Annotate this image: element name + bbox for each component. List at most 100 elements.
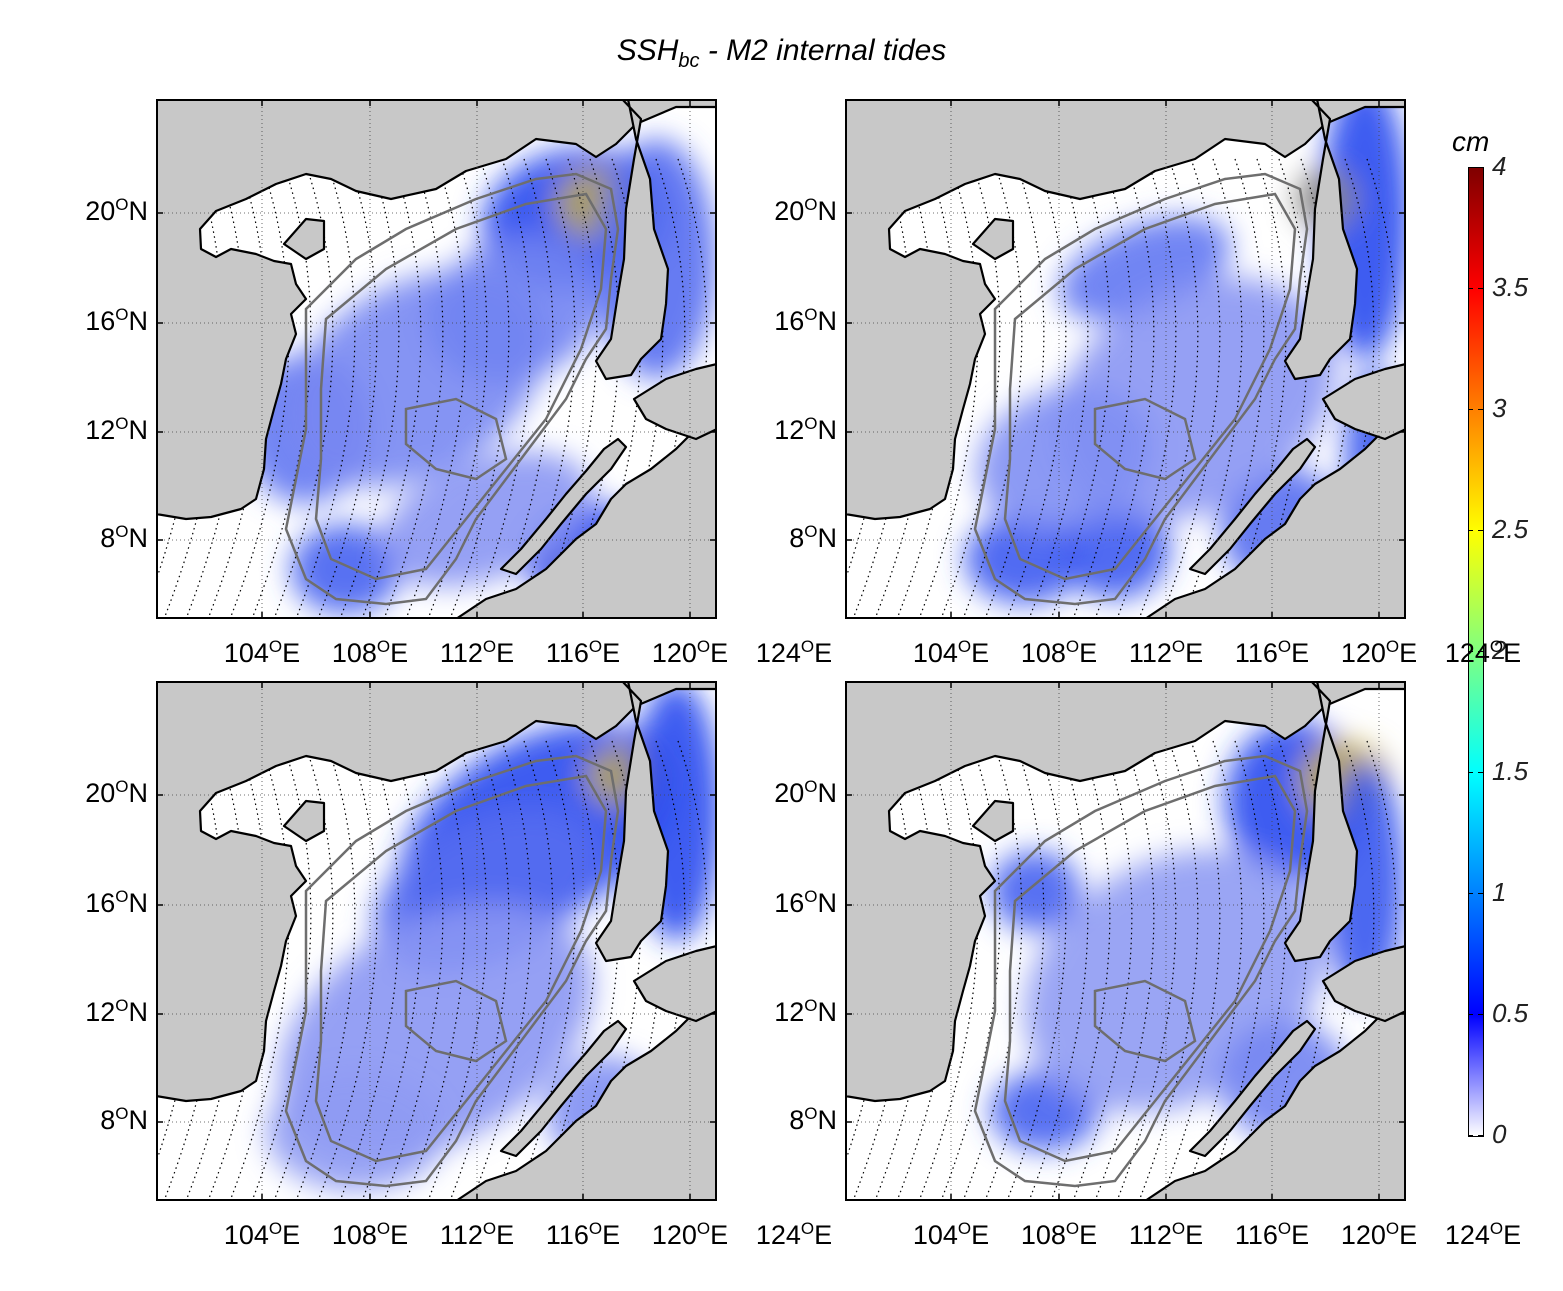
colorbar-tick-label: 3.5 <box>1492 272 1529 302</box>
lon-tick-label: 108OE <box>1020 1219 1098 1250</box>
landmass <box>156 99 717 521</box>
map-svg-bottom-left <box>156 681 717 1201</box>
landmass <box>282 217 326 261</box>
land <box>156 99 717 619</box>
lon-tick-label: 108OE <box>331 637 409 668</box>
isobath-contour <box>284 172 620 606</box>
map-panel-top-left <box>156 99 717 619</box>
lat-tick-label: 12ON <box>774 414 837 445</box>
lat-tick-label: 16ON <box>85 305 148 336</box>
lon-tick-label: 112OE <box>1128 637 1204 668</box>
colorbar-tick-label: 0.5 <box>1492 998 1529 1028</box>
lon-tick-label: 108OE <box>1020 637 1098 668</box>
lat-tick-label: 12ON <box>774 996 837 1027</box>
colorbar-tickmark <box>1478 288 1483 289</box>
lat-tick-label: 20ON <box>774 195 837 226</box>
colorbar-tickmark <box>1478 651 1483 652</box>
isobaths <box>284 754 620 1188</box>
landmass <box>971 217 1015 261</box>
isobaths <box>973 754 1309 1188</box>
lat-tick-label: 8ON <box>100 1104 148 1135</box>
map-panel-top-right <box>845 99 1406 619</box>
amplitude-blob <box>291 524 401 614</box>
colorbar-tick-label: 4 <box>1492 151 1507 181</box>
lon-tick-label: 116OE <box>545 637 621 668</box>
landmass <box>845 99 1406 521</box>
lon-tick-label: 124OE <box>755 1219 833 1250</box>
landmass <box>632 362 717 441</box>
colorbar-tickmark <box>1478 167 1483 168</box>
colorbar-tickmark <box>1468 167 1473 168</box>
colorbar-unit: cm <box>1452 126 1490 157</box>
lon-tick-label: 124OE <box>1444 1219 1522 1250</box>
landmass <box>845 681 1406 1103</box>
lon-tick-label: 104OE <box>912 1219 990 1250</box>
lat-tick-label: 16ON <box>774 887 837 918</box>
axes-frame <box>156 99 717 619</box>
colorbar-tickmark <box>1478 1014 1483 1015</box>
isobaths <box>284 172 620 606</box>
isobaths <box>973 172 1309 606</box>
graticule <box>156 681 717 1201</box>
lon-tick-label: 104OE <box>912 637 990 668</box>
landmass <box>594 99 670 381</box>
colorbar-tick-label: 1.5 <box>1492 756 1529 786</box>
map-svg-top-right <box>845 99 1406 619</box>
axes-frame <box>845 99 1406 619</box>
amplitude-blob <box>428 236 604 382</box>
graticule <box>845 99 1406 619</box>
lat-tick-label: 12ON <box>85 996 148 1027</box>
lon-tick-label: 112OE <box>439 637 515 668</box>
colorbar-tickmark <box>1478 772 1483 773</box>
lat-tick-label: 20ON <box>774 777 837 808</box>
lat-tick-label: 8ON <box>789 1104 837 1135</box>
colorbar-tick-label: 2.5 <box>1492 514 1529 544</box>
lat-tick-label: 16ON <box>774 305 837 336</box>
colorbar-tick-label: 3 <box>1492 393 1507 423</box>
axes-frame <box>156 681 717 1201</box>
colorbar-tickmark <box>1468 1014 1473 1015</box>
colorbar-tickmark <box>1468 893 1473 894</box>
graticule <box>845 681 1406 1201</box>
colorbar-tickmark <box>1468 651 1473 652</box>
isobath-contour <box>973 754 1309 1188</box>
landmass <box>971 799 1015 843</box>
landmass <box>1321 362 1406 441</box>
lon-tick-label: 116OE <box>1234 1219 1310 1250</box>
lon-tick-label: 120OE <box>651 637 729 668</box>
lon-tick-label: 120OE <box>651 1219 729 1250</box>
lon-tick-label: 116OE <box>1234 637 1310 668</box>
colorbar-tickmark <box>1468 409 1473 410</box>
lat-tick-label: 20ON <box>85 195 148 226</box>
colorbar-tickmark <box>1478 893 1483 894</box>
colorbar-tickmark <box>1478 409 1483 410</box>
axes-frame <box>845 681 1406 1201</box>
colorbar-tickmark <box>1468 288 1473 289</box>
colorbar-tickmark <box>1478 530 1483 531</box>
isobath-contour <box>1003 192 1297 581</box>
colorbar-tickmark <box>1478 1135 1483 1136</box>
amplitude-blob <box>990 851 1080 931</box>
amplitude-blob <box>977 386 1153 532</box>
land <box>845 99 1406 619</box>
colorbar-tickmark <box>1468 1135 1473 1136</box>
lon-tick-label: 112OE <box>1128 1219 1204 1250</box>
landmass <box>156 681 717 1103</box>
landmass <box>1283 99 1359 381</box>
lon-tick-label: 124OE <box>1444 637 1522 668</box>
lon-tick-label: 120OE <box>1340 1219 1418 1250</box>
isobath-contour <box>404 397 508 481</box>
amplitude-blob <box>965 514 1085 604</box>
colorbar-tick-label: 0 <box>1492 1119 1507 1149</box>
isobath-contour <box>314 192 608 581</box>
isobath-contour <box>284 754 620 1188</box>
map-svg-top-left <box>156 99 717 619</box>
lon-tick-label: 116OE <box>545 1219 621 1250</box>
map-panel-bottom-left <box>156 681 717 1201</box>
landmass <box>632 944 717 1023</box>
landmass <box>594 681 670 963</box>
lat-tick-label: 20ON <box>85 777 148 808</box>
colorbar-tick-label: 2 <box>1492 635 1507 665</box>
lon-tick-label: 108OE <box>331 1219 409 1250</box>
lat-tick-label: 8ON <box>789 522 837 553</box>
